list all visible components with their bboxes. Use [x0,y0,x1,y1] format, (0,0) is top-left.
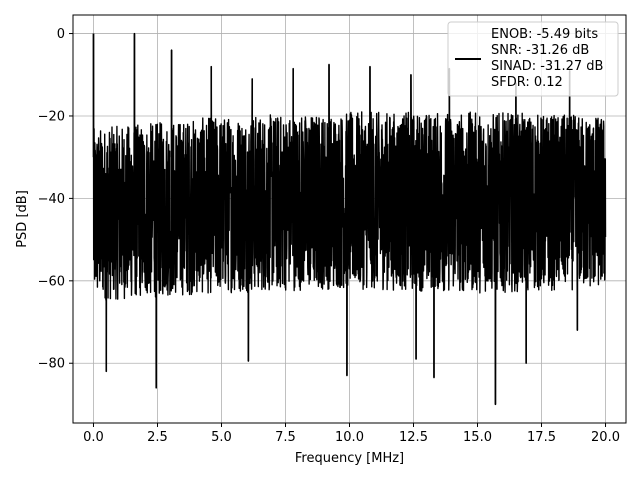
y-axis-ticks: 0 −20 −40 −60 −80 [38,27,73,372]
y-tick-label: −40 [38,192,65,207]
legend-entry-snr: SNR: -31.26 dB [491,43,589,58]
x-tick-label: 0.0 [83,430,104,445]
x-axis-label: Frequency [MHz] [295,451,404,466]
legend-entry-enob: ENOB: -5.49 bits [491,27,598,42]
legend: ENOB: -5.49 bits SNR: -31.26 dB SINAD: -… [447,21,619,97]
y-tick-label: 0 [57,27,65,42]
x-tick-label: 5.0 [211,430,232,445]
y-tick-label: −80 [38,357,65,372]
x-tick-label: 17.5 [527,430,556,445]
legend-box [447,21,619,97]
x-tick-label: 10.0 [335,430,364,445]
x-axis-ticks: 0.0 2.5 5.0 7.5 10.0 12.5 15.0 17.5 20.0 [83,423,620,445]
x-tick-label: 12.5 [399,430,428,445]
y-tick-label: −20 [38,109,65,124]
x-tick-label: 15.0 [463,430,492,445]
x-tick-label: 7.5 [275,430,296,445]
legend-entry-sfdr: SFDR: 0.12 [491,75,563,90]
x-tick-label: 2.5 [147,430,168,445]
x-tick-label: 20.0 [591,430,620,445]
psd-line [92,32,607,406]
legend-entry-sinad: SINAD: -31.27 dB [491,59,603,74]
y-tick-label: −60 [38,274,65,289]
y-axis-label: PSD [dB] [15,190,30,248]
